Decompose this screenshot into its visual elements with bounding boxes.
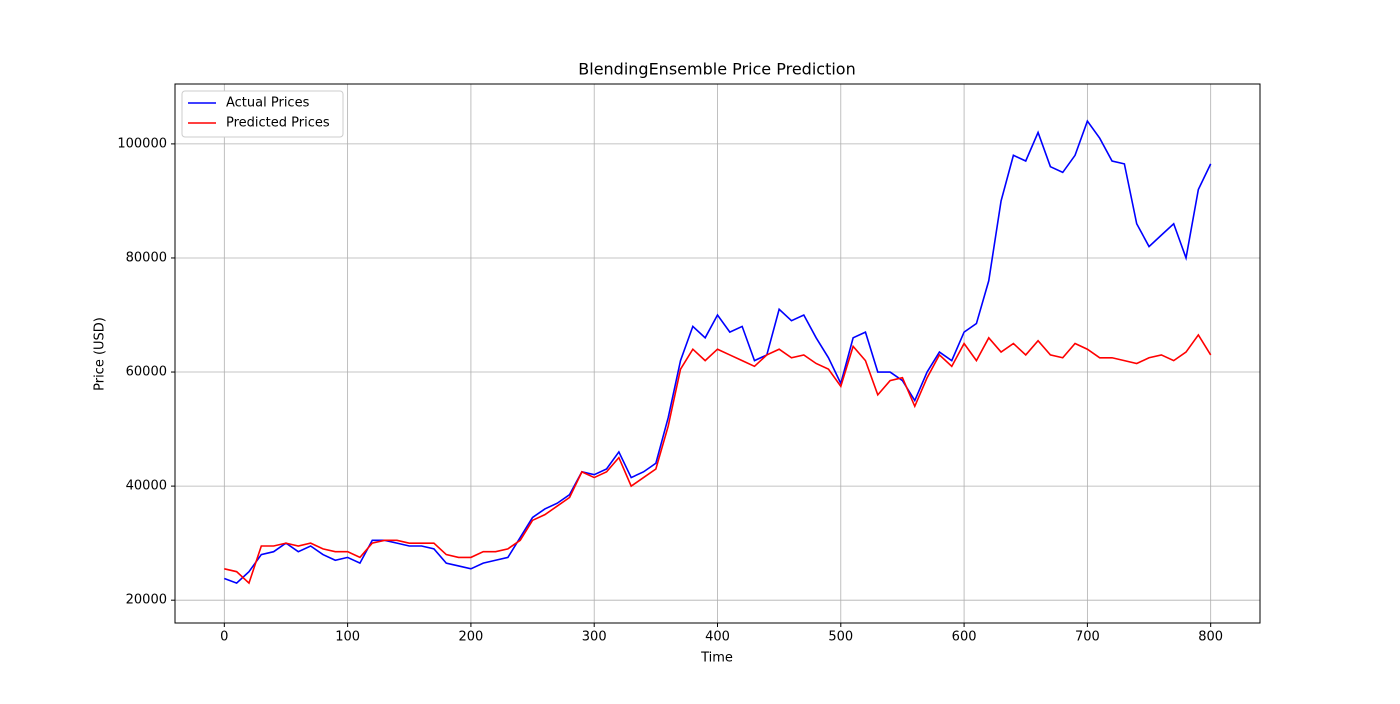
chart-title: BlendingEnsemble Price Prediction	[578, 60, 855, 79]
x-tick-label: 400	[705, 630, 730, 645]
legend-label: Predicted Prices	[226, 116, 330, 131]
legend-box	[181, 90, 344, 138]
y-tick-label: 100000	[117, 136, 167, 151]
x-tick-label: 200	[458, 630, 483, 645]
x-tick-label: 500	[828, 630, 853, 645]
x-tick-label: 0	[220, 630, 228, 645]
y-tick-label: 20000	[126, 593, 167, 608]
y-axis-label: Price (USD)	[93, 317, 108, 391]
series-line	[224, 333, 1212, 585]
series-line	[224, 119, 1212, 584]
y-tick-label: 80000	[126, 250, 167, 265]
x-tick-label: 800	[1198, 630, 1223, 645]
y-tick-label: 40000	[126, 479, 167, 494]
y-tick-label: 60000	[126, 365, 167, 380]
x-tick-label: 300	[582, 630, 607, 645]
x-tick-label: 600	[952, 630, 977, 645]
x-tick-label: 700	[1075, 630, 1100, 645]
x-axis-label: Time	[700, 651, 733, 666]
legend-label: Actual Prices	[226, 96, 310, 111]
x-tick-label: 100	[335, 630, 360, 645]
plot-frame	[174, 83, 1261, 624]
